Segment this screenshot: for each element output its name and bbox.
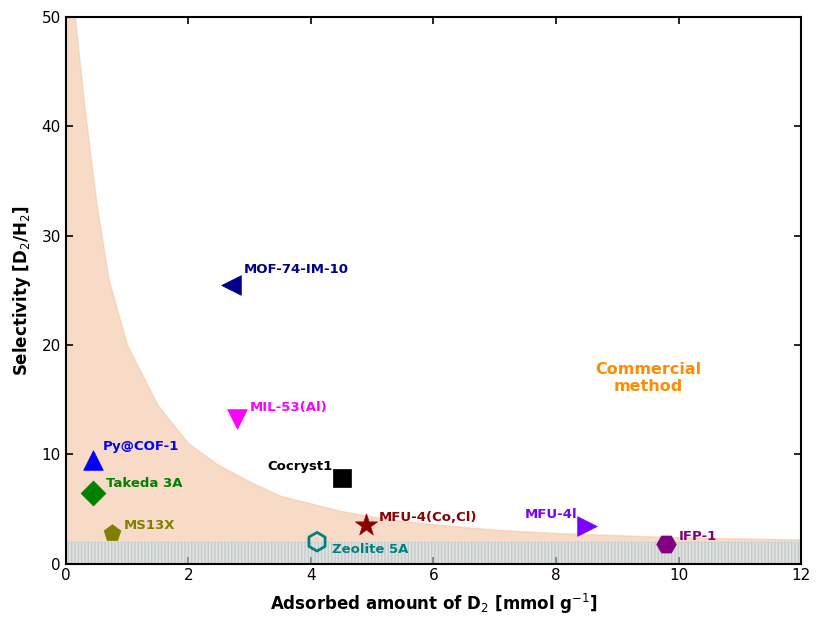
Point bbox=[359, 520, 372, 530]
Text: Takeda 3A: Takeda 3A bbox=[105, 477, 182, 490]
Text: MIL-53(Al): MIL-53(Al) bbox=[250, 401, 327, 414]
Point bbox=[86, 455, 99, 465]
Point bbox=[580, 522, 593, 532]
Text: Cocryst1: Cocryst1 bbox=[267, 460, 332, 473]
Point bbox=[335, 473, 348, 483]
X-axis label: Adsorbed amount of D$_2$ [mmol g$^{-1}$]: Adsorbed amount of D$_2$ [mmol g$^{-1}$] bbox=[270, 592, 598, 616]
Text: MOF-74-IM-10: MOF-74-IM-10 bbox=[243, 263, 349, 276]
Point bbox=[86, 488, 99, 498]
Point bbox=[311, 537, 324, 547]
Point bbox=[231, 414, 244, 424]
Text: Zeolite 5A: Zeolite 5A bbox=[332, 543, 409, 556]
Text: MS13X: MS13X bbox=[124, 519, 175, 532]
Point bbox=[105, 528, 118, 538]
Point bbox=[224, 280, 238, 290]
Text: IFP-1: IFP-1 bbox=[679, 530, 717, 543]
Text: MFU-4(Co,Cl): MFU-4(Co,Cl) bbox=[378, 511, 477, 524]
Point bbox=[660, 539, 673, 549]
Text: Py@COF-1: Py@COF-1 bbox=[103, 440, 179, 453]
Y-axis label: Selectivity [D$_2$/H$_2$]: Selectivity [D$_2$/H$_2$] bbox=[12, 205, 33, 376]
Text: MFU-4l: MFU-4l bbox=[525, 508, 578, 521]
Text: Commercial
method: Commercial method bbox=[595, 362, 701, 394]
